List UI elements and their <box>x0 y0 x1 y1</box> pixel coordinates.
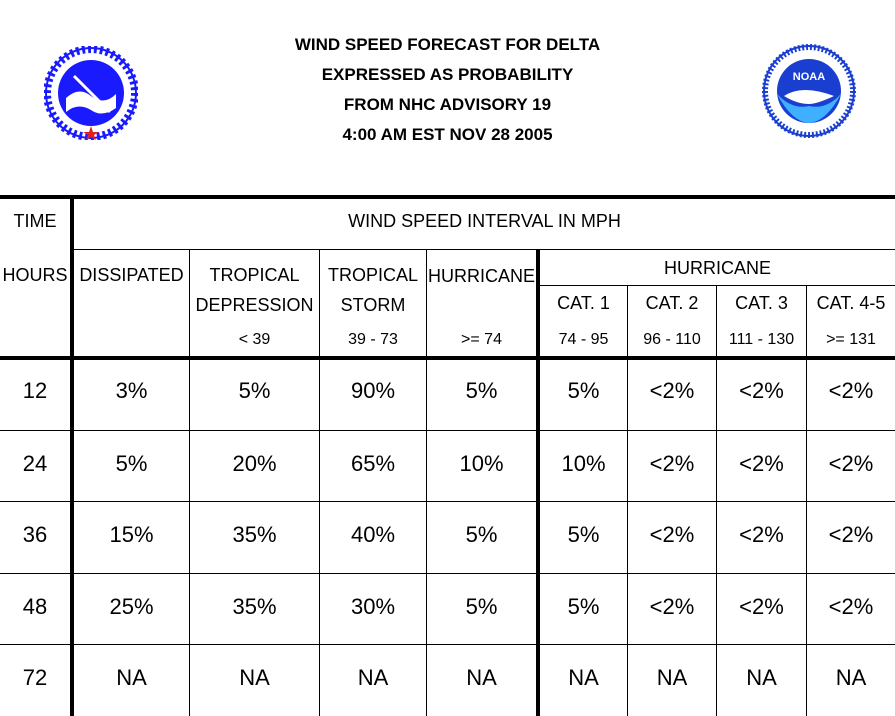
table-cell: NA <box>357 665 389 690</box>
table-cell: 35% <box>232 522 277 547</box>
table-cell: <2% <box>739 594 784 619</box>
col-divider-cat1 <box>627 286 628 716</box>
table-cell: 5% <box>115 451 148 476</box>
cat3-header: CAT. 3 <box>735 293 788 313</box>
table-row-hours: 12 <box>22 378 48 403</box>
table-cell: 10% <box>459 451 504 476</box>
title-line-3: FROM NHC ADVISORY 19 <box>343 95 552 114</box>
table-cell: NA <box>116 665 147 690</box>
table-cell: 20% <box>232 451 277 476</box>
tropical-storm-header-1: TROPICAL <box>327 265 419 285</box>
hurricane-range: >= 74 <box>461 331 502 348</box>
table-cell: NA <box>656 665 688 690</box>
table-cell: <2% <box>828 451 874 476</box>
interval-header-divider <box>74 249 895 250</box>
table-cell: <2% <box>828 594 874 619</box>
table-cell: 90% <box>350 378 396 403</box>
national-weather-service-logo-icon <box>44 46 138 140</box>
table-cell: 5% <box>567 522 600 547</box>
table-cell: <2% <box>828 378 874 403</box>
table-row-hours: 36 <box>22 522 48 547</box>
tropical-depression-header-1: TROPICAL <box>209 265 300 285</box>
row-divider-3 <box>0 573 895 574</box>
col-divider-hurricane <box>536 250 540 716</box>
table-cell: 5% <box>567 378 600 403</box>
table-cell: <2% <box>739 451 784 476</box>
table-cell: <2% <box>649 378 695 403</box>
table-cell: <2% <box>649 451 695 476</box>
header-bottom-border <box>0 356 895 360</box>
table-cell: 5% <box>465 378 498 403</box>
row-divider-1 <box>0 430 895 431</box>
table-cell: 5% <box>465 594 498 619</box>
cat2-header: CAT. 2 <box>645 293 699 313</box>
forecast-title: WIND SPEED FORECAST FOR DELTA EXPRESSED … <box>150 30 745 150</box>
table-cell: 25% <box>109 594 154 619</box>
col-divider-depression <box>319 250 320 716</box>
row-divider-2 <box>0 501 895 502</box>
table-row-hours: 24 <box>22 451 48 476</box>
col-divider-cat3 <box>806 286 807 716</box>
table-cell: 5% <box>567 594 600 619</box>
table-cell: NA <box>835 665 867 690</box>
table-cell: <2% <box>649 522 695 547</box>
title-line-2: EXPRESSED AS PROBABILITY <box>321 65 574 84</box>
table-cell: 65% <box>350 451 396 476</box>
tropical-storm-header-2: STORM <box>340 295 406 315</box>
table-cell: 30% <box>350 594 396 619</box>
table-cell: <2% <box>649 594 695 619</box>
col-divider-storm <box>426 250 427 716</box>
table-cell: NA <box>568 665 599 690</box>
table-cell: NA <box>239 665 270 690</box>
cat45-range: >= 131 <box>826 331 876 348</box>
table-cell: <2% <box>828 522 874 547</box>
hurricane-header: HURRICANE <box>427 266 535 286</box>
cat2-range: 96 - 110 <box>643 331 701 348</box>
table-cell: 5% <box>238 378 271 403</box>
interval-header: WIND SPEED INTERVAL IN MPH <box>348 211 621 231</box>
table-cell: 35% <box>232 594 277 619</box>
table-cell: <2% <box>739 378 784 403</box>
table-cell: NA <box>466 665 497 690</box>
cat3-range: 111 - 130 <box>728 331 795 348</box>
col-divider-cat2 <box>716 286 717 716</box>
cat45-header: CAT. 4-5 <box>816 293 886 313</box>
cat1-range: 74 - 95 <box>558 331 609 348</box>
hurricane-group-divider <box>538 285 895 286</box>
tropical-depression-range: < 39 <box>238 331 271 348</box>
table-row-hours: 48 <box>22 594 48 619</box>
table-cell: <2% <box>739 522 784 547</box>
table-cell: 15% <box>109 522 154 547</box>
hours-header: HOURS <box>2 265 68 285</box>
row-divider-4 <box>0 644 895 645</box>
table-cell: NA <box>746 665 777 690</box>
noaa-logo-icon: NOAA <box>762 44 856 138</box>
tropical-depression-header-2: DEPRESSION <box>195 295 314 315</box>
table-cell: 3% <box>115 378 148 403</box>
time-header: TIME <box>13 211 57 231</box>
col-divider-dissipated <box>189 250 190 716</box>
table-cell: 10% <box>561 451 606 476</box>
table-top-border <box>0 195 895 199</box>
tropical-storm-range: 39 - 73 <box>348 331 398 348</box>
table-row-hours: 72 <box>22 665 48 690</box>
table-cell: 40% <box>350 522 396 547</box>
title-line-1: WIND SPEED FORECAST FOR DELTA <box>294 35 601 54</box>
table-cell: 5% <box>465 522 498 547</box>
title-line-4: 4:00 AM EST NOV 28 2005 <box>342 125 553 144</box>
dissipated-header: DISSIPATED <box>79 265 184 285</box>
cat1-header: CAT. 1 <box>557 293 610 313</box>
hurricane-group-header: HURRICANE <box>663 258 771 278</box>
noaa-logo-text: NOAA <box>793 71 825 83</box>
